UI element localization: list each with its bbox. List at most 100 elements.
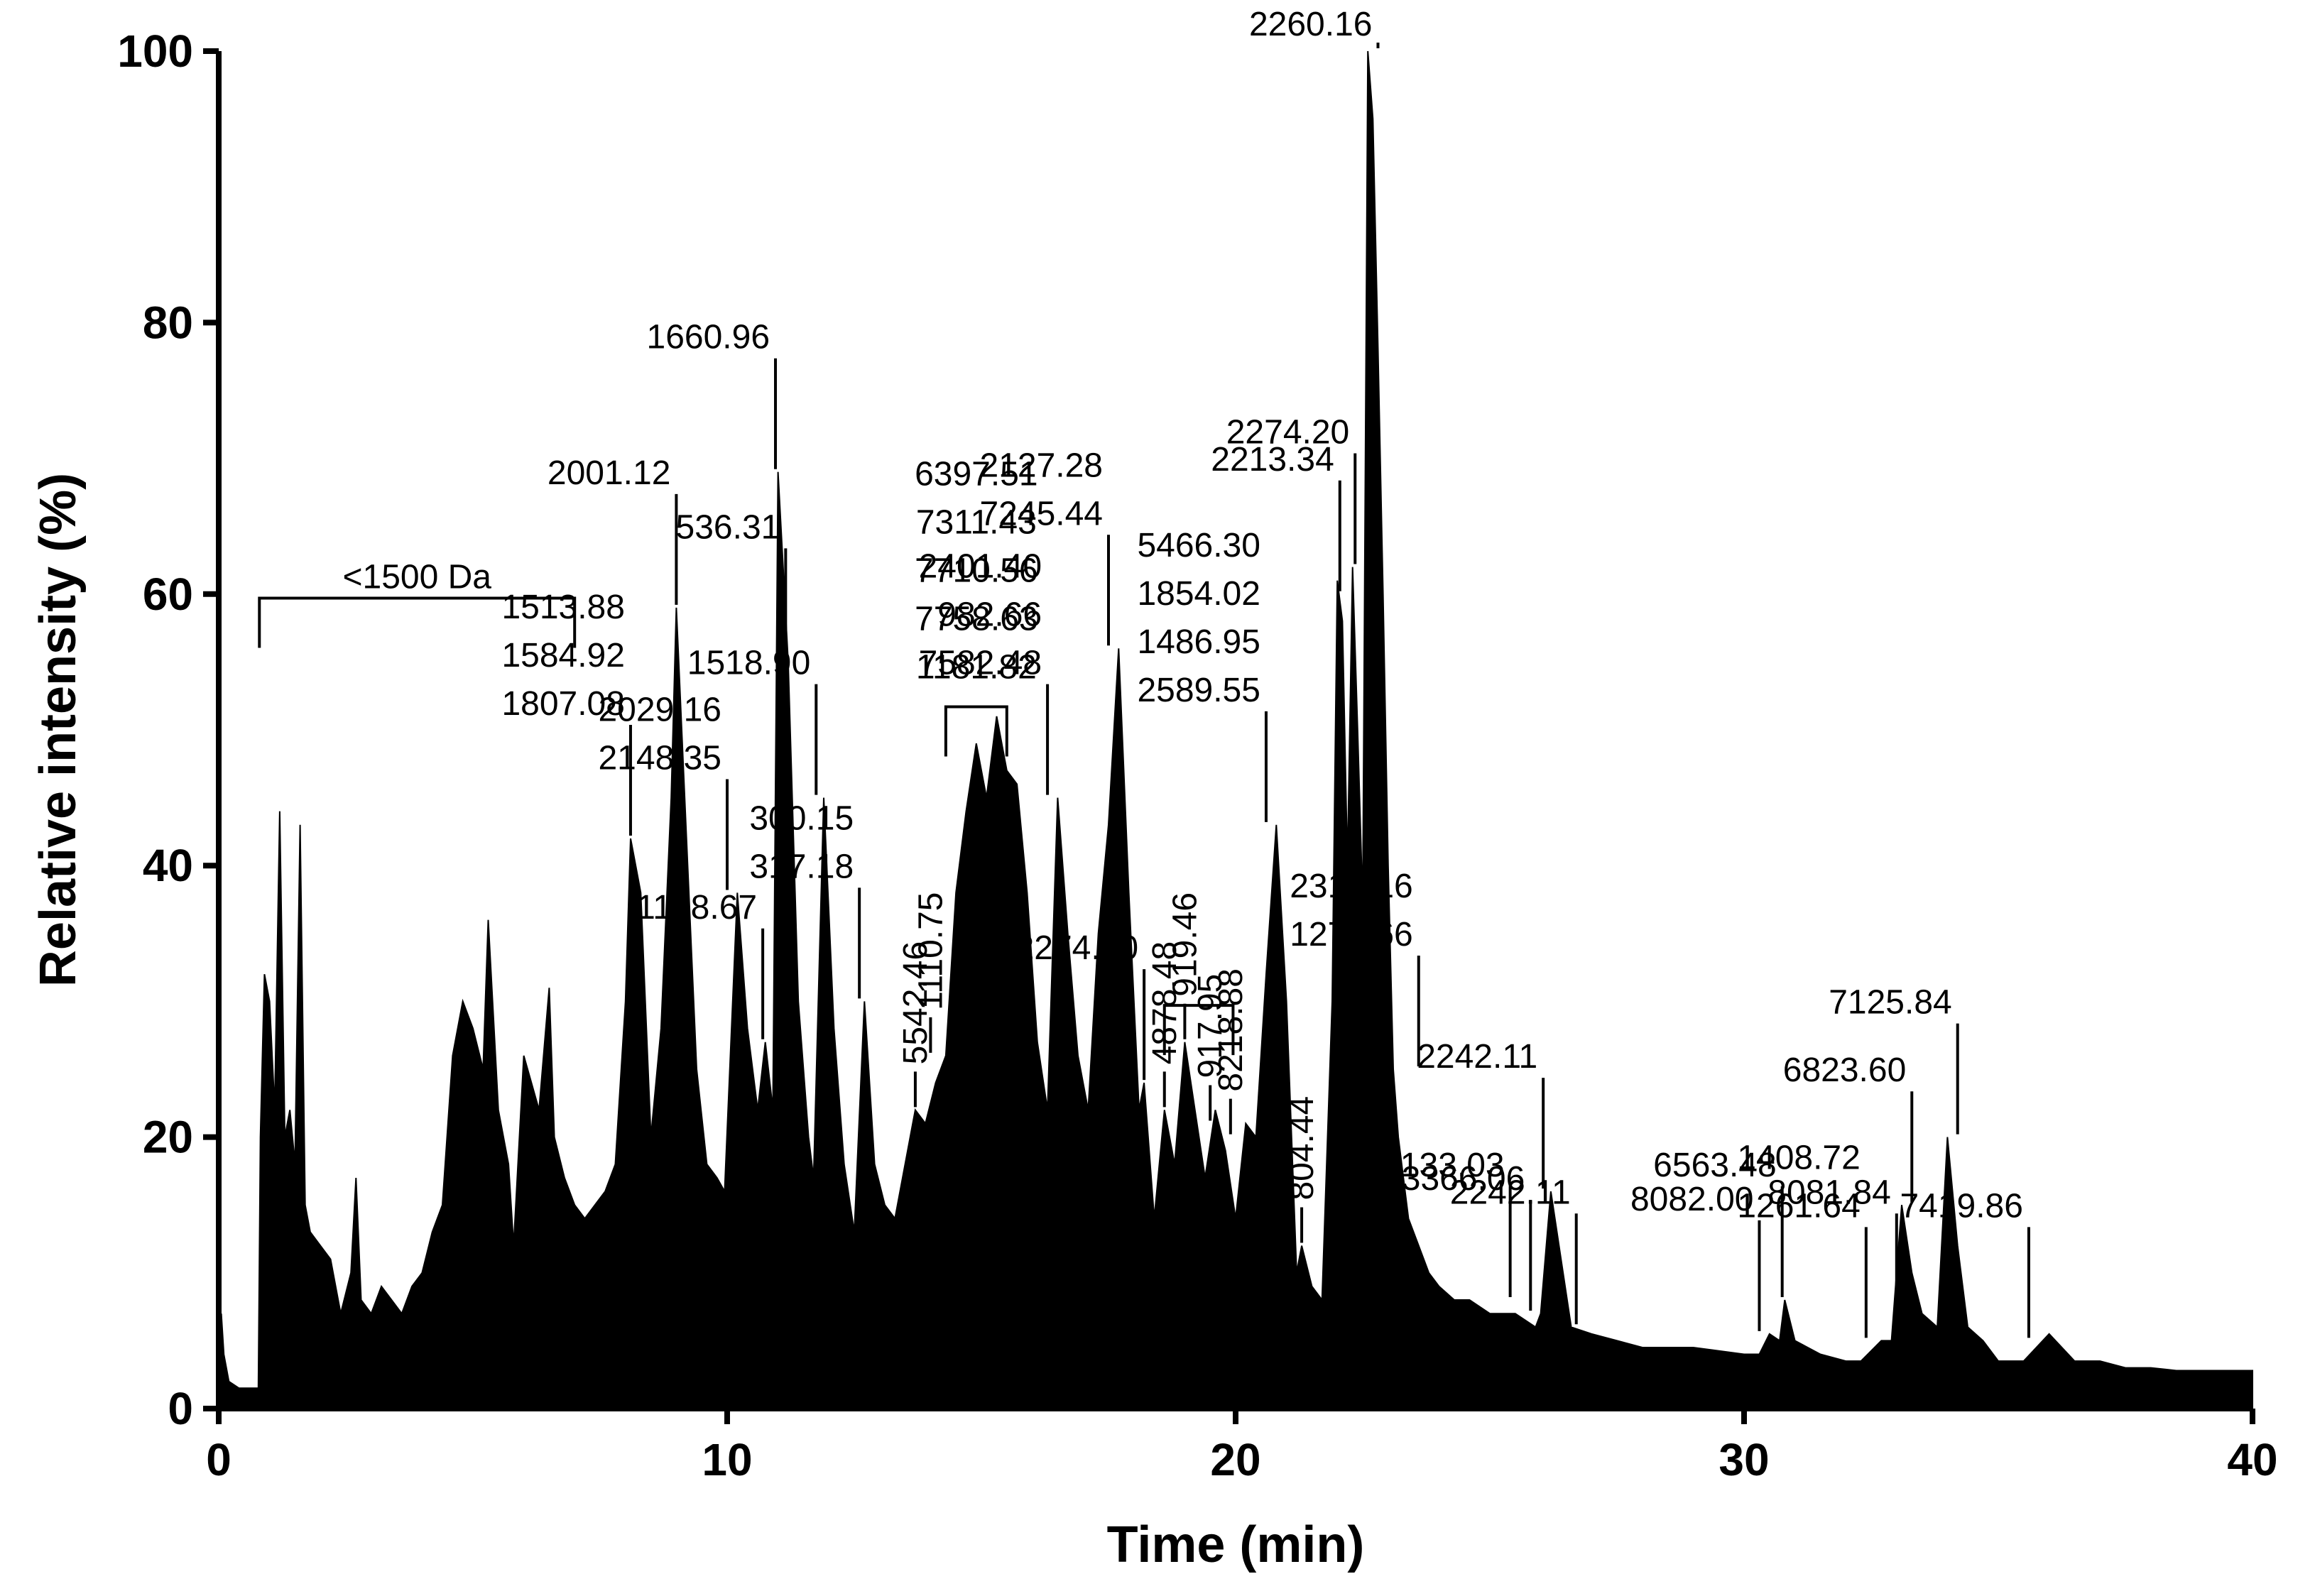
annotation-label: 2318.16 xyxy=(1290,868,1413,905)
y-tick-label: 40 xyxy=(143,840,193,891)
annotation-label: 2242.11 xyxy=(1417,1038,1537,1076)
y-tick-label: 60 xyxy=(143,569,193,620)
peak-annotation: 536.31 xyxy=(676,508,788,660)
annotation-label: 1408.72 xyxy=(1737,1139,1861,1176)
peak-annotation: 7419.86 xyxy=(1900,1187,2030,1338)
annotation-label: 6563.48 xyxy=(1653,1147,1777,1184)
annotation-label: 8082.00 xyxy=(1630,1181,1754,1218)
annotation-label: 2589.55 xyxy=(1137,672,1260,709)
annotation-label: 7419.86 xyxy=(1900,1187,2023,1225)
plot-area xyxy=(218,50,2253,1409)
annotation-label: 1807.08 xyxy=(501,685,625,723)
peak-annotation: 2242.11 xyxy=(1417,1038,1545,1189)
annotation-label: 1261.64 xyxy=(1737,1187,1861,1225)
peak-annotation: 5466.30 1854.02 1486.95 2589.55 xyxy=(1137,527,1268,822)
annotation-label: 2401.40 xyxy=(919,548,1042,586)
peak-annotations: <1500 Da 1513.88 1584.92 1807.08 2001.12 2029… xyxy=(258,6,2030,1338)
annotation-label: 1181.82 xyxy=(916,648,1037,686)
peak-annotation: 919.46 xyxy=(1166,892,1204,1039)
peak-annotation: 1513.88 1584.92 1807.08 xyxy=(501,589,632,836)
annotation-label: 317.18 xyxy=(749,848,854,885)
peak-annotation: 917.95 xyxy=(1192,974,1229,1121)
annotation-label: 1854.02 xyxy=(1137,575,1260,613)
annotation-label: 1178.67 xyxy=(636,889,757,927)
annotation-label: 804.44 xyxy=(1283,1096,1321,1201)
axes: 0 20 40 60 80 100 0 10 20 30 40 xyxy=(117,26,2277,1485)
annotation-label: 1584.92 xyxy=(501,637,625,674)
annotation-label: 1513.88 xyxy=(501,589,625,626)
peak-annotation: 8081.84 xyxy=(1767,1174,1898,1325)
peak-annotation: 6563.48 xyxy=(1653,1147,1784,1298)
annotation-label: 5542.46 xyxy=(897,941,935,1065)
peak-annotation: 1110.75 xyxy=(912,892,949,1053)
annotation-label: 1486.95 xyxy=(1137,623,1260,661)
annotation-label: 1110.75 xyxy=(912,892,949,1010)
annotation-label: 8218.88 xyxy=(1212,968,1250,1092)
peak-annotation: 2274.20 xyxy=(1015,929,1146,1081)
peak-annotation: <1500 Da xyxy=(258,559,577,648)
annotation-label: 2133.03 xyxy=(1381,1147,1505,1184)
peak-annotation: 8218.88 xyxy=(1212,968,1250,1135)
annotation-label: 5466.30 xyxy=(1137,527,1260,564)
annotation-label: 7758.63 xyxy=(915,600,1038,638)
annotation-label: 7311.43 xyxy=(916,503,1037,541)
peak-annotation: 2213.34 xyxy=(1211,441,1341,591)
peak-annotation: 2029.16 2148.35 xyxy=(598,691,729,890)
peak-annotation: 1518.90 xyxy=(687,645,818,795)
peak-annotation: 1408.72 1261.64 xyxy=(1737,1139,1868,1338)
annotation-label: 3366.06 xyxy=(1402,1160,1525,1198)
annotation-label: 2213.34 xyxy=(1211,441,1334,479)
x-tick-label: 10 xyxy=(702,1434,752,1485)
annotation-label: 2274.20 xyxy=(1015,929,1139,967)
annotation-label: 2148.35 xyxy=(598,739,721,777)
bracket-line xyxy=(944,705,1008,757)
annotation-label: 536.31 xyxy=(676,508,780,546)
annotation-label: 7582.48 xyxy=(919,645,1042,682)
x-tick-label: 0 xyxy=(206,1434,232,1485)
peak-annotation: 2401.40 982.66 7582.48 xyxy=(919,548,1050,795)
x-tick-label: 30 xyxy=(1718,1434,1769,1485)
peak-annotation: 2318.16 1274.66 xyxy=(1290,868,1420,1066)
annotation-label: 6823.60 xyxy=(1783,1051,1907,1089)
annotation-label: 1518.90 xyxy=(687,645,811,682)
annotation-label: 2127.28 xyxy=(979,447,1103,484)
peak-annotation: 4878.48 xyxy=(1146,941,1184,1108)
bracket-line xyxy=(1162,1004,1235,1056)
annotation-label: <1500 Da xyxy=(342,559,491,596)
annotation-label: 2274.20 xyxy=(1226,414,1350,452)
y-tick-label: 20 xyxy=(143,1112,193,1163)
peak-annotation: 3366.06 xyxy=(1402,1160,1532,1311)
peak-annotation xyxy=(1162,1004,1235,1056)
peak-annotation: 7125.84 xyxy=(1829,984,1959,1135)
peak-annotation: 2127.28 7245.44 xyxy=(979,447,1110,646)
chromatogram-area xyxy=(218,50,2253,1409)
x-axis-title: Time (min) xyxy=(1107,1516,1365,1573)
annotation-label: 917.95 xyxy=(1192,974,1229,1078)
annotation-label: 1274.66 xyxy=(1290,916,1413,953)
x-tick-label: 40 xyxy=(2227,1434,2277,1485)
annotation-label: 2029.16 xyxy=(598,691,721,728)
annotation-label: 1660.96 xyxy=(647,319,770,356)
peak-annotation: 8082.00 xyxy=(1630,1181,1761,1331)
y-tick-label: 80 xyxy=(143,297,193,348)
y-axis-title: Relative intensity (%) xyxy=(30,473,87,987)
annotation-label: 6397.51 xyxy=(915,455,1038,493)
peak-annotation: 300.15 317.18 xyxy=(749,799,861,999)
annotation-label: 2001.12 xyxy=(548,454,671,492)
peak-annotation: 2260.16 xyxy=(1249,6,1380,48)
annotation-label: 7125.84 xyxy=(1829,984,1952,1022)
peak-annotation: 1660.96 xyxy=(647,319,778,469)
x-tick-label: 20 xyxy=(1210,1434,1260,1485)
annotation-label: 2260.16 xyxy=(1249,6,1373,43)
peak-annotation: 2274.20 xyxy=(1226,414,1357,564)
annotation-label: 300.15 xyxy=(749,799,854,837)
annotation-label: 919.46 xyxy=(1166,892,1204,997)
peak-annotation: 5542.46 xyxy=(897,941,935,1108)
y-tick-label: 100 xyxy=(117,26,193,77)
peak-annotation: 2133.03 xyxy=(1381,1147,1512,1298)
peak-annotation: 2001.12 xyxy=(548,454,678,605)
annotation-label: 7245.44 xyxy=(979,495,1103,532)
y-tick-label: 0 xyxy=(168,1383,193,1434)
annotation-label: 8081.84 xyxy=(1767,1174,1891,1211)
